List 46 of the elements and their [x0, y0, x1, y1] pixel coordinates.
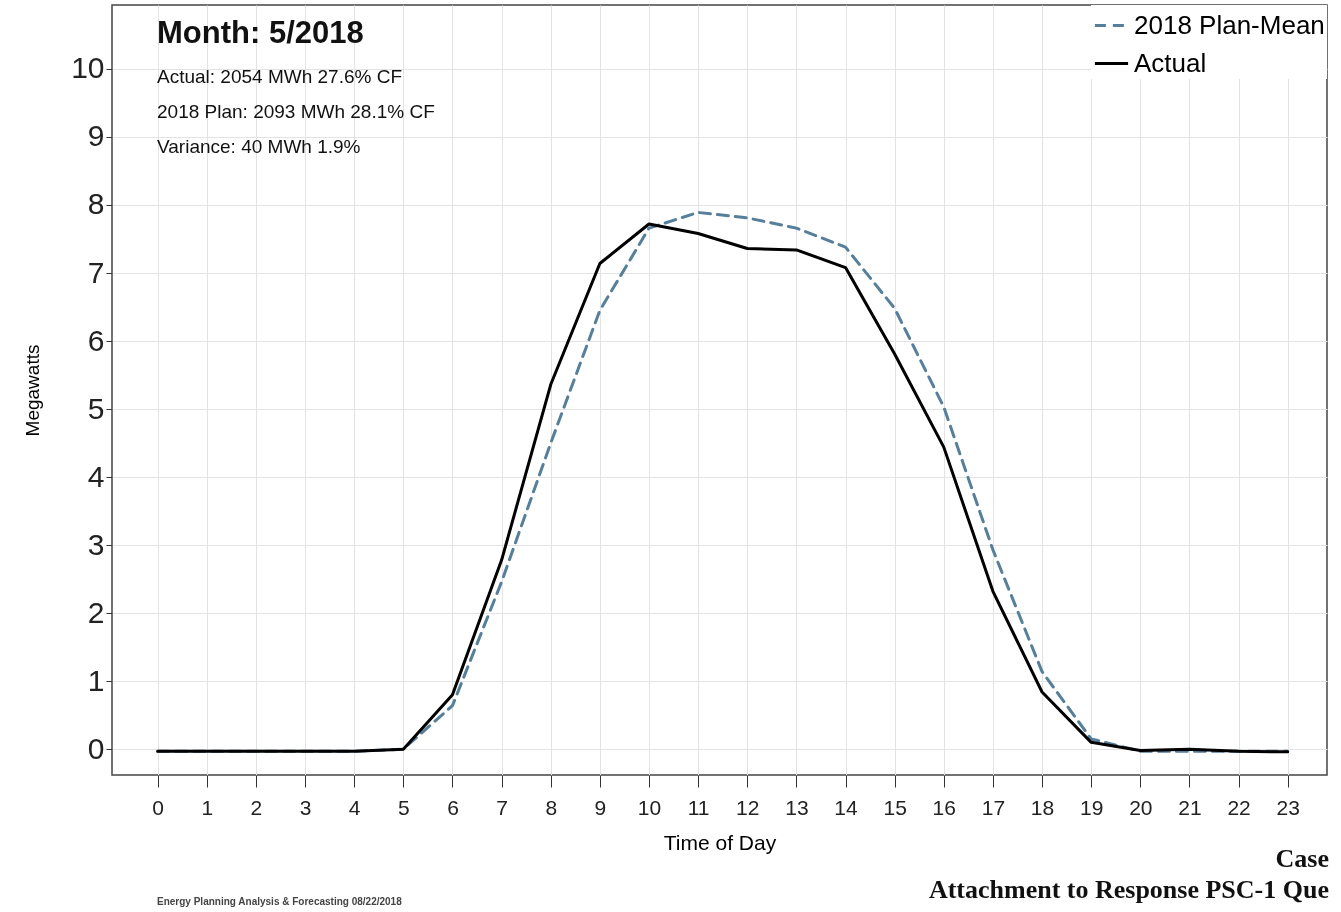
- y-tick-label: 2: [87, 595, 105, 629]
- x-tick-label: 21: [1178, 795, 1202, 819]
- y-tick-label: 0: [87, 731, 105, 765]
- chart-title: Month: 5/2018: [157, 15, 364, 50]
- x-tick-label: 20: [1129, 795, 1153, 819]
- x-tick-label: 22: [1227, 795, 1251, 819]
- legend-label: Actual: [1134, 47, 1207, 78]
- y-tick-label: 1: [87, 663, 105, 697]
- x-tick-label: 16: [932, 795, 956, 819]
- y-tick-label: 6: [87, 323, 105, 357]
- x-tick-label: 3: [299, 795, 312, 819]
- text: Case: [1275, 844, 1329, 873]
- legend-label: 2018 Plan-Mean: [1134, 9, 1325, 40]
- x-tick-label: 9: [594, 795, 607, 819]
- y-tick-label: 8: [87, 187, 105, 221]
- x-tick-label: 14: [834, 795, 859, 819]
- annotation: Actual: 2054 MWh 27.6% CF: [157, 66, 402, 87]
- x-tick-label: 18: [1030, 795, 1055, 819]
- annotation: Variance: 40 MWh 1.9%: [157, 136, 361, 157]
- x-tick-label: 8: [545, 795, 558, 819]
- y-tick-label: 9: [87, 119, 105, 153]
- x-tick-label: 1: [201, 795, 214, 819]
- y-tick-label: 5: [87, 391, 105, 425]
- x-tick-label: 0: [152, 795, 165, 819]
- x-tick-label: 19: [1079, 795, 1104, 819]
- y-tick-label: 3: [87, 527, 105, 561]
- x-tick-label: 12: [736, 795, 760, 819]
- x-tick-label: 6: [447, 795, 459, 819]
- x-axis-title: Time of Day: [663, 830, 777, 854]
- x-tick-label: 2: [250, 795, 263, 819]
- x-tick-label: 13: [785, 795, 809, 819]
- x-tick-label: 11: [687, 795, 710, 819]
- annotation: 2018 Plan: 2093 MWh 28.1% CF: [157, 101, 435, 122]
- x-tick-label: 7: [496, 795, 508, 819]
- y-axis-title: Megawatts: [22, 344, 44, 437]
- x-tick-label: 17: [981, 795, 1006, 819]
- text: Attachment to Response PSC-1 Que: [928, 875, 1329, 904]
- text: Energy Planning Analysis & Forecasting 08/22/2018: [157, 896, 403, 907]
- x-tick-label: 23: [1276, 795, 1300, 819]
- x-tick-label: 4: [348, 795, 361, 819]
- y-tick-label: 7: [87, 255, 105, 289]
- x-tick-label: 15: [883, 795, 907, 819]
- x-tick-label: 5: [398, 795, 410, 819]
- y-tick-label: 10: [71, 51, 105, 85]
- y-tick-label: 4: [87, 459, 105, 493]
- x-tick-label: 10: [637, 795, 662, 819]
